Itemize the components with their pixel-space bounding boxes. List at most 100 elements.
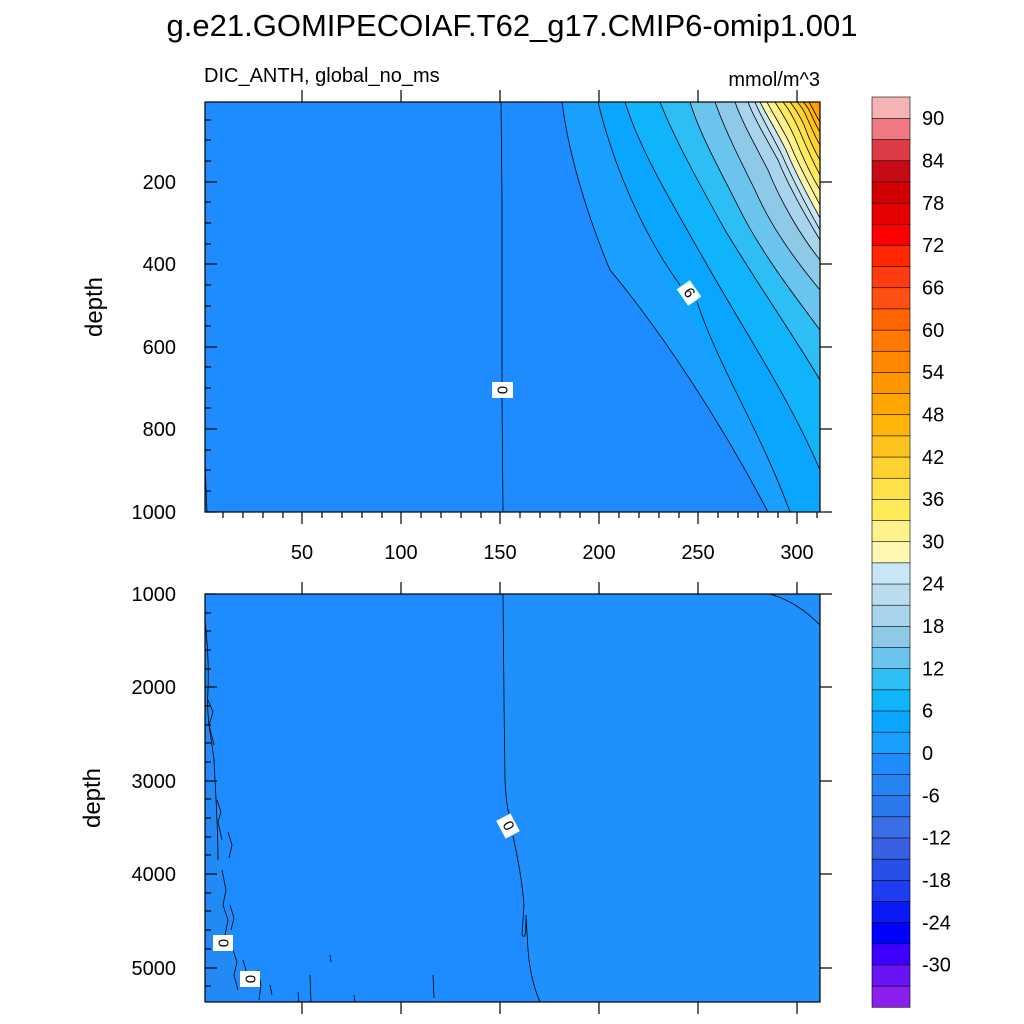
colorbar-label: -18 — [922, 870, 951, 892]
colorbar-box — [871, 858, 911, 881]
colorbar-box — [871, 583, 911, 606]
colorbar-box — [871, 541, 911, 564]
upper-band-54 — [814, 102, 820, 113]
lower-contour-label-0b: 0 — [213, 935, 233, 951]
upper-y-axis-label: depth — [81, 277, 108, 337]
lower-y-tick-label: 3000 — [132, 771, 177, 793]
colorbar-label: 90 — [922, 108, 944, 130]
x-tick-labels: 50 100 150 200 250 300 — [291, 542, 814, 564]
colorbar-box — [871, 265, 911, 289]
colorbar-box — [871, 287, 911, 310]
colorbar-box — [871, 96, 911, 119]
lower-negative-band — [205, 620, 248, 1002]
lower-contour-label-0b-text: 0 — [215, 939, 232, 947]
lower-y-ticks — [205, 582, 832, 1014]
upper-panel: DIC_ANTH, global_no_ms mmol/m^3 — [81, 65, 832, 564]
upper-contour-label-6: 6 — [676, 280, 702, 306]
lower-y-axis-label: depth — [79, 768, 106, 828]
colorbar-box — [871, 985, 911, 1008]
colorbar-label: 0 — [922, 743, 933, 765]
colorbar-label: 24 — [922, 574, 944, 596]
colorbar-box — [871, 646, 911, 669]
upper-contour-label-0-text: 0 — [494, 386, 511, 394]
colorbar-box — [871, 202, 911, 225]
colorbar-box — [871, 964, 911, 987]
lower-contour-label-0c-text: 0 — [242, 975, 259, 983]
colorbar-box — [871, 922, 911, 945]
colorbar-box — [871, 731, 911, 754]
colorbar-box — [871, 900, 911, 923]
colorbar-box — [871, 371, 911, 394]
figure-title: g.e21.GOMIPECOIAF.T62_g17.CMIP6-omip1.00… — [167, 8, 858, 43]
colorbar-label: 66 — [922, 277, 944, 299]
lower-panel: 0 0 0 1000 2000 — [79, 582, 832, 1014]
lower-positive-band — [503, 594, 820, 1002]
x-ticks — [222, 90, 818, 524]
colorbar-box — [871, 477, 911, 500]
colorbar-box — [871, 498, 911, 521]
upper-plot-frame — [204, 101, 821, 513]
lower-plot-frame — [204, 593, 821, 1003]
colorbar-box — [871, 456, 911, 479]
colorbar-label: 30 — [922, 531, 944, 553]
colorbar-box — [871, 668, 911, 691]
lower-y-tick-label: 1000 — [132, 584, 177, 606]
colorbar-box — [871, 519, 911, 543]
lower-contour-label-0c: 0 — [240, 971, 260, 987]
colorbar-boxes — [871, 96, 911, 1008]
upper-contour-label-0: 0 — [492, 382, 513, 398]
upper-y-tick-label: 400 — [143, 254, 176, 276]
colorbar-label: -12 — [922, 828, 951, 850]
colorbar-box — [871, 139, 911, 162]
lower-y-tick-labels: 1000 2000 3000 4000 5000 — [132, 584, 177, 980]
colorbar-label: 36 — [922, 489, 944, 511]
x-tick-label: 50 — [291, 542, 313, 564]
x-tick-label: 150 — [483, 542, 516, 564]
colorbar-box — [871, 773, 911, 796]
colorbar-box — [871, 625, 911, 648]
upper-y-ticks — [205, 119, 832, 513]
colorbar-box — [871, 816, 911, 839]
colorbar-label: -24 — [922, 912, 951, 934]
colorbar-box — [871, 223, 911, 246]
colorbar-label: 84 — [922, 150, 944, 172]
colorbar-label: 48 — [922, 404, 944, 426]
x-tick-label: 200 — [582, 542, 615, 564]
colorbar-box — [871, 181, 911, 204]
colorbar-box — [871, 689, 911, 712]
colorbar-label: 6 — [922, 701, 933, 723]
colorbar-label: 18 — [922, 616, 944, 638]
upper-y-tick-label: 1000 — [132, 502, 177, 524]
upper-y-tick-label: 600 — [143, 337, 176, 359]
colorbar-box — [871, 604, 911, 627]
lower-y-tick-label: 2000 — [132, 677, 177, 699]
colorbar-box — [871, 879, 911, 902]
upper-y-tick-label: 800 — [143, 419, 176, 441]
lower-contour-label-0: 0 — [496, 813, 520, 839]
colorbar-box — [871, 435, 911, 458]
x-tick-label: 100 — [384, 542, 417, 564]
units-label: mmol/m^3 — [728, 69, 820, 91]
colorbar-box — [871, 943, 911, 966]
colorbar: 908478726660544842363024181260-6-12-18-2… — [871, 96, 951, 1008]
colorbar-box — [871, 329, 911, 352]
lower-y-tick-label: 5000 — [132, 958, 177, 980]
colorbar-labels: 908478726660544842363024181260-6-12-18-2… — [922, 108, 951, 977]
colorbar-box — [871, 392, 911, 416]
upper-y-tick-label: 200 — [143, 172, 176, 194]
colorbar-box — [871, 350, 911, 373]
colorbar-label: 54 — [922, 362, 944, 384]
lower-y-tick-label: 4000 — [132, 864, 177, 886]
colorbar-box — [871, 562, 911, 585]
colorbar-box — [871, 710, 911, 733]
colorbar-label: -30 — [922, 955, 951, 977]
colorbar-label: -6 — [922, 785, 940, 807]
colorbar-label: 42 — [922, 447, 944, 469]
colorbar-box — [871, 795, 911, 818]
colorbar-label: 60 — [922, 320, 944, 342]
colorbar-label: 12 — [922, 658, 944, 680]
variable-label: DIC_ANTH, global_no_ms — [204, 65, 440, 87]
colorbar-label: 78 — [922, 193, 944, 215]
x-tick-label: 300 — [780, 542, 813, 564]
